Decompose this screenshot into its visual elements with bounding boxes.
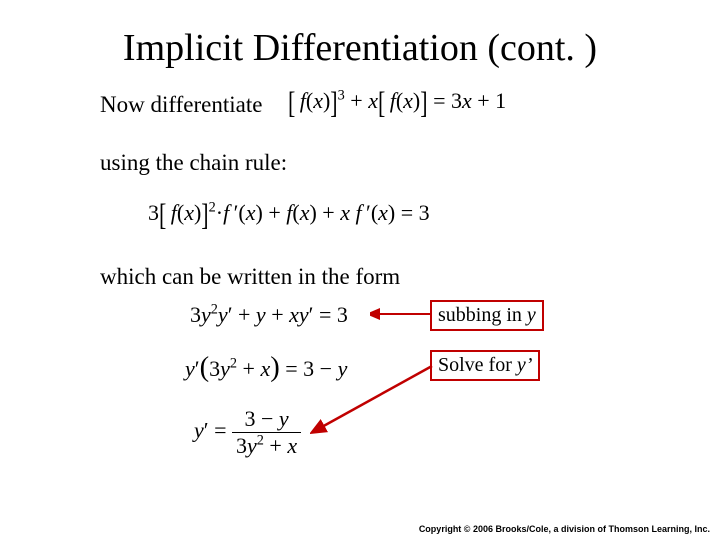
equation-5: y′ = 3 − y3y2 + x [194, 406, 301, 459]
equation-1: [ f(x)]3 + x[ f(x)] = 3x + 1 [288, 88, 506, 116]
equation-3: 3y2y′ + y + xy′ = 3 [190, 302, 348, 328]
arrow-to-eq3 [370, 300, 432, 320]
equation-2: 3[ f(x)]2·f ′(x) + f(x) + x f ′(x) = 3 [148, 200, 430, 228]
line-now-differentiate: Now differentiate [100, 92, 262, 118]
equation-4: y′(3y2 + x) = 3 − y [185, 352, 347, 384]
copyright-text: Copyright © 2006 Brooks/Cole, a division… [419, 524, 710, 534]
line-written-form: which can be written in the form [100, 264, 400, 290]
slide: Implicit Differentiation (cont. ) Now di… [0, 0, 720, 540]
line-chain-rule: using the chain rule: [100, 150, 287, 176]
slide-title: Implicit Differentiation (cont. ) [0, 26, 720, 70]
callout-subbing-y: subbing in y [430, 300, 544, 331]
callout-solve-yprime: Solve for y’ [430, 350, 540, 381]
